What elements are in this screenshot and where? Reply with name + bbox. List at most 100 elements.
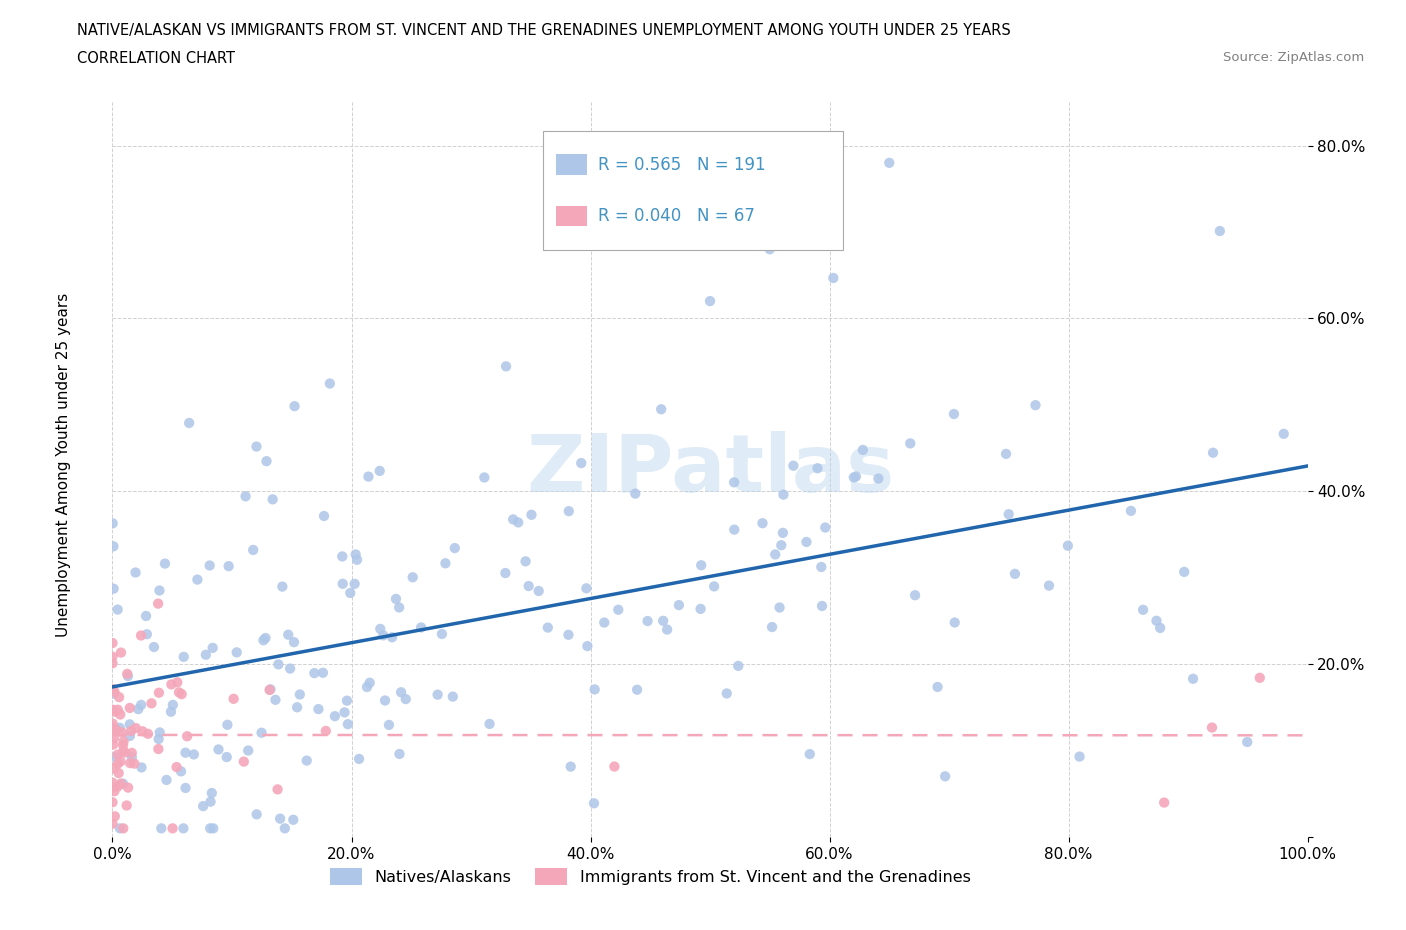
- Point: [166, 675, 188, 690]
- Point: [582, 796, 605, 811]
- Point: [1132, 603, 1154, 618]
- Point: [304, 666, 326, 681]
- Point: [388, 747, 411, 762]
- Point: [215, 750, 238, 764]
- Point: [101, 716, 124, 731]
- Point: [1146, 614, 1168, 629]
- Point: [107, 779, 129, 794]
- Point: [179, 416, 201, 431]
- Point: [852, 443, 875, 458]
- Point: [101, 737, 124, 752]
- Point: [136, 726, 159, 741]
- Point: [131, 760, 153, 775]
- Point: [810, 560, 832, 575]
- Point: [368, 621, 391, 636]
- Point: [267, 657, 290, 671]
- Point: [723, 475, 745, 490]
- Point: [129, 698, 152, 712]
- Point: [927, 680, 949, 695]
- Point: [575, 581, 598, 596]
- Point: [173, 649, 195, 664]
- Point: [323, 709, 346, 724]
- Point: [108, 721, 131, 736]
- Point: [103, 784, 125, 799]
- Point: [637, 614, 659, 629]
- Point: [104, 809, 127, 824]
- Point: [879, 155, 901, 170]
- Point: [121, 746, 143, 761]
- Point: [225, 644, 247, 659]
- Point: [200, 794, 222, 809]
- Point: [332, 577, 354, 591]
- Point: [104, 750, 127, 764]
- Point: [537, 620, 560, 635]
- Point: [1182, 671, 1205, 686]
- Point: [560, 759, 582, 774]
- Point: [103, 538, 125, 553]
- Point: [288, 687, 311, 702]
- Point: [115, 667, 138, 682]
- Point: [312, 665, 335, 680]
- Point: [576, 639, 599, 654]
- Point: [202, 821, 225, 836]
- Point: [105, 723, 128, 737]
- Point: [690, 558, 713, 573]
- Text: NATIVE/ALASKAN VS IMMIGRANTS FROM ST. VINCENT AND THE GRENADINES UNEMPLOYMENT AM: NATIVE/ALASKAN VS IMMIGRANTS FROM ST. VI…: [77, 23, 1011, 38]
- Point: [723, 523, 745, 538]
- Point: [385, 591, 408, 606]
- Point: [252, 632, 274, 647]
- Point: [155, 773, 177, 788]
- Point: [135, 608, 157, 623]
- Point: [101, 817, 124, 831]
- Point: [336, 717, 359, 732]
- Point: [101, 516, 124, 531]
- Point: [772, 525, 794, 540]
- Point: [527, 583, 550, 598]
- Point: [368, 463, 391, 478]
- Point: [107, 747, 129, 762]
- Point: [115, 798, 138, 813]
- Point: [430, 627, 453, 642]
- Point: [198, 558, 221, 573]
- Point: [101, 682, 124, 697]
- Point: [1249, 671, 1271, 685]
- Point: [107, 702, 129, 717]
- Point: [111, 725, 134, 740]
- Point: [995, 446, 1018, 461]
- Point: [120, 724, 142, 738]
- Point: [110, 754, 132, 769]
- Point: [146, 596, 169, 611]
- Point: [502, 512, 524, 526]
- Point: [274, 821, 297, 836]
- Point: [135, 627, 157, 642]
- Point: [110, 777, 132, 791]
- Point: [343, 577, 366, 591]
- Point: [103, 581, 125, 596]
- Point: [312, 509, 335, 524]
- Point: [191, 799, 214, 814]
- Point: [796, 535, 818, 550]
- Point: [101, 635, 124, 650]
- Point: [1201, 720, 1223, 735]
- Point: [103, 731, 125, 746]
- Point: [434, 556, 457, 571]
- Point: [112, 821, 135, 836]
- Point: [402, 570, 425, 585]
- Point: [593, 615, 616, 630]
- Point: [689, 602, 711, 617]
- Point: [104, 684, 127, 699]
- Point: [262, 492, 284, 507]
- Point: [256, 454, 278, 469]
- Point: [271, 579, 294, 594]
- Point: [278, 661, 301, 676]
- Point: [107, 765, 129, 780]
- Point: [374, 693, 396, 708]
- Point: [108, 690, 131, 705]
- Point: [125, 721, 148, 736]
- Point: [1119, 503, 1142, 518]
- Point: [770, 538, 793, 552]
- Point: [811, 599, 834, 614]
- Point: [716, 686, 738, 701]
- Point: [307, 701, 329, 716]
- Legend: Natives/Alaskans, Immigrants from St. Vincent and the Grenadines: Natives/Alaskans, Immigrants from St. Vi…: [323, 862, 977, 892]
